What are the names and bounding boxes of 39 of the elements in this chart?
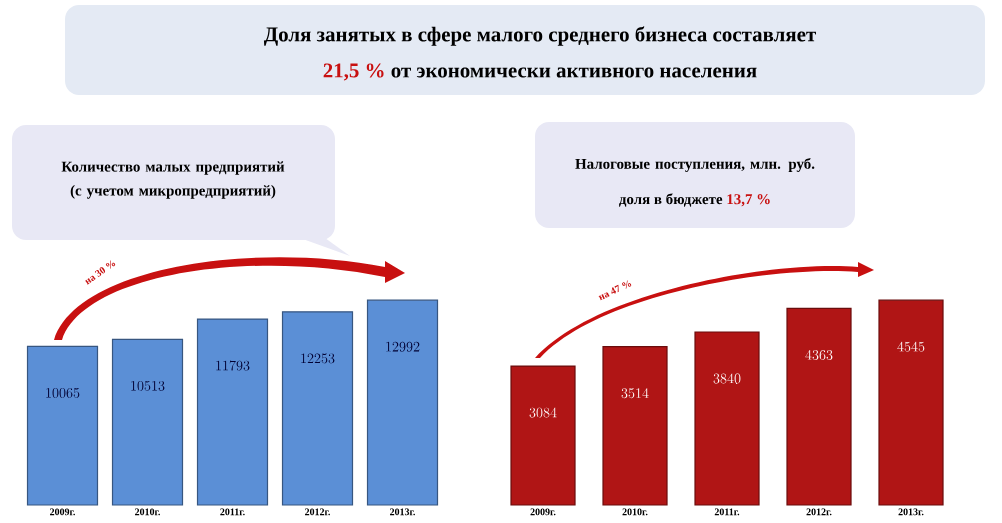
bar — [602, 346, 668, 506]
data-label: 10065 — [46, 387, 80, 398]
x-tick-label: 2010г. — [135, 508, 160, 516]
x-tick-label: 2012г. — [806, 508, 832, 516]
chart-subtitle: доля в бюджете — [619, 193, 723, 207]
data-label: 11793 — [216, 360, 250, 371]
text: 13,7 % — [727, 194, 770, 207]
x-tick-label: 2011г. — [220, 508, 245, 516]
bar — [366, 299, 439, 506]
bar — [196, 318, 269, 506]
x-tick-label: 2012г. — [305, 508, 330, 516]
bar — [26, 345, 99, 506]
data-label: 12992 — [386, 341, 420, 352]
chart-title: Количество малых предприятий (с учетом микропредприятий) — [61, 161, 285, 199]
data-label: 12253 — [301, 353, 335, 364]
text: 21,5 % — [323, 63, 384, 81]
x-tick-label: 2013г. — [390, 508, 415, 516]
bar — [786, 307, 852, 506]
chart-title: Налоговые поступления, млн. руб. — [575, 158, 815, 172]
bar — [111, 338, 184, 506]
bar — [510, 365, 576, 506]
data-label: 4545 — [897, 341, 925, 352]
text: на 30 % — [84, 260, 116, 285]
annotation: на 47 % — [598, 280, 632, 301]
x-tick-label: 2011г. — [714, 508, 740, 516]
bar — [281, 311, 354, 506]
data-label: 3840 — [713, 373, 741, 384]
text: от экономически активного населения — [391, 67, 757, 78]
x-tick-label: 2010г. — [622, 508, 648, 516]
data-label: 10513 — [131, 380, 165, 391]
bar — [878, 299, 944, 506]
x-tick-label: 2013г. — [898, 508, 924, 516]
data-label: 3514 — [621, 388, 649, 399]
text: Доля занятых в сфере малого среднего бизнеса составляет — [263, 26, 816, 46]
data-label: 4363 — [805, 349, 833, 360]
x-tick-label: 2009г. — [530, 508, 556, 516]
data-label: 3084 — [529, 407, 557, 418]
x-tick-label: 2009г. — [50, 508, 75, 516]
bar — [694, 331, 760, 506]
